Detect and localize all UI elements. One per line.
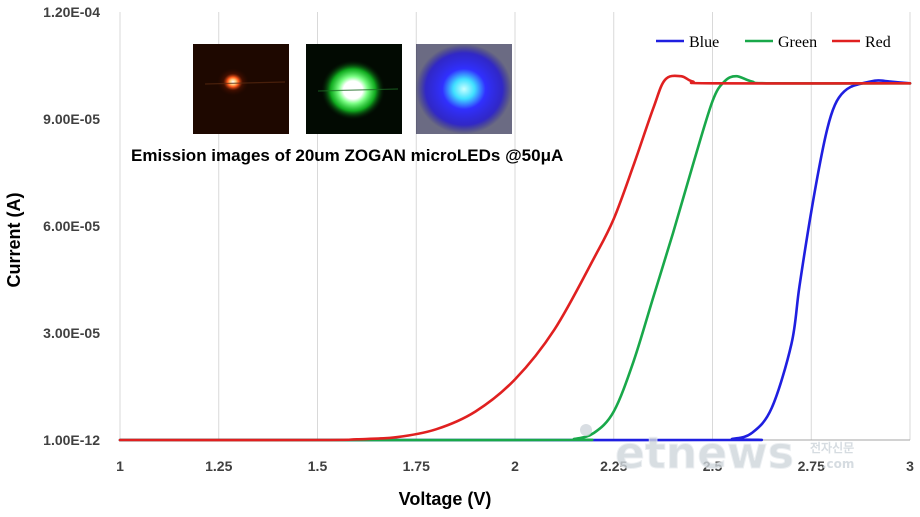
y-tick-label: 1.00E-12: [43, 432, 100, 448]
x-tick-label: 2.25: [600, 458, 627, 474]
y-axis-title: Current (A): [4, 193, 24, 288]
watermark-korean-text: 전자신문: [810, 440, 854, 455]
x-tick-label: 2: [511, 458, 519, 474]
series-line-red: [118, 74, 912, 442]
x-tick-label: 1.25: [205, 458, 232, 474]
legend-label-blue: Blue: [689, 34, 719, 51]
blue-emission-image: [416, 44, 512, 134]
y-tick-label: 9.00E-05: [43, 111, 100, 127]
inset-caption: Emission images of 20um ZOGAN microLEDs …: [131, 146, 563, 165]
chart-legend: Blue Green Red: [656, 34, 891, 51]
y-tick-label: 3.00E-05: [43, 325, 100, 341]
watermark-dot-icon: [580, 424, 592, 436]
x-tick-label: 1.75: [403, 458, 430, 474]
x-axis-title: Voltage (V): [399, 489, 492, 509]
watermark-domain-text: .com: [822, 457, 854, 471]
series-line-blue: [118, 79, 912, 442]
y-tick-label: 6.00E-05: [43, 218, 100, 234]
x-tick-label: 1.5: [308, 458, 328, 474]
red-emission-trace: [204, 81, 286, 85]
x-tick-label: 2.5: [703, 458, 723, 474]
legend-label-red: Red: [865, 34, 891, 51]
watermark-logo-text: etnews: [615, 428, 794, 479]
series-line-green: [118, 74, 912, 442]
red-emission-glow: [217, 68, 249, 96]
y-tick-labels: 1.00E-12 3.00E-05 6.00E-05 9.00E-05 1.20E-04: [43, 4, 100, 448]
emission-images-inset: Emission images of 20um ZOGAN microLEDs …: [131, 44, 563, 165]
legend-label-green: Green: [778, 34, 817, 51]
green-emission-trace: [317, 88, 399, 92]
y-tick-label: 1.20E-04: [43, 4, 100, 20]
etnews-watermark: etnews 전자신문 .com: [580, 424, 854, 480]
x-tick-label: 3: [906, 458, 914, 474]
x-tick-label: 2.75: [798, 458, 825, 474]
x-tick-label: 1: [116, 458, 124, 474]
series-group: [118, 74, 912, 442]
x-tick-labels: 1 1.25 1.5 1.75 2 2.25 2.5 2.75 3: [116, 458, 914, 474]
